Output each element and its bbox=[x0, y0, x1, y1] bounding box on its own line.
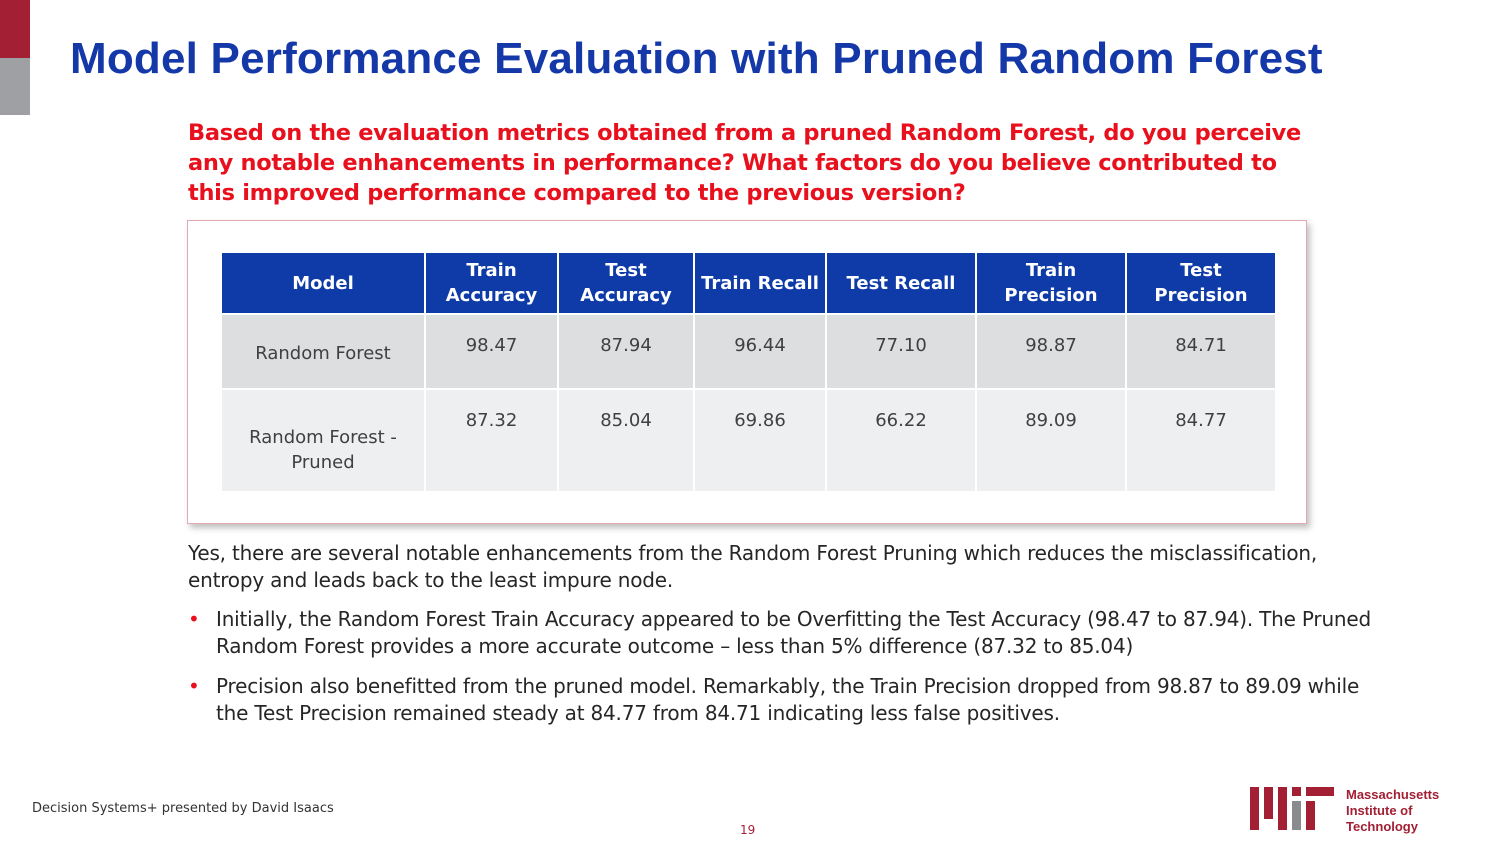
bullet-text: Initially, the Random Forest Train Accur… bbox=[216, 607, 1371, 658]
header-model: Model bbox=[222, 253, 424, 313]
cell-model: Random Forest - Pruned bbox=[222, 390, 424, 491]
cell-train-accuracy: 87.32 bbox=[426, 390, 557, 491]
accent-bar-red bbox=[0, 0, 30, 58]
question-text: Based on the evaluation metrics obtained… bbox=[188, 120, 1301, 206]
cell-train-recall: 96.44 bbox=[695, 315, 825, 388]
page-number: 19 bbox=[740, 823, 756, 837]
table-header-row: Model Train Accuracy Test Accuracy Train… bbox=[222, 253, 1275, 313]
cell-test-recall: 66.22 bbox=[827, 390, 975, 491]
cell-model: Random Forest bbox=[222, 315, 424, 388]
list-item: • Initially, the Random Forest Train Acc… bbox=[188, 606, 1388, 660]
accent-bar-gray bbox=[0, 58, 30, 115]
cell-train-precision: 89.09 bbox=[977, 390, 1125, 491]
bullet-icon: • bbox=[188, 674, 200, 698]
cell-test-recall: 77.10 bbox=[827, 315, 975, 388]
cell-train-recall: 69.86 bbox=[695, 390, 825, 491]
footer-credit: Decision Systems+ presented by David Isa… bbox=[32, 801, 334, 816]
metrics-table-card: Model Train Accuracy Test Accuracy Train… bbox=[187, 220, 1307, 524]
header-test-precision: Test Precision bbox=[1127, 253, 1275, 313]
header-test-recall: Test Recall bbox=[827, 253, 975, 313]
answer-section: Yes, there are several notable enhanceme… bbox=[188, 540, 1388, 740]
metrics-table: Model Train Accuracy Test Accuracy Train… bbox=[220, 251, 1277, 493]
mit-logo-text: Massachusetts Institute of Technology bbox=[1346, 787, 1440, 834]
table-row: Random Forest - Pruned 87.32 85.04 69.86… bbox=[222, 390, 1275, 491]
list-item: • Precision also benefitted from the pru… bbox=[188, 673, 1388, 727]
header-train-accuracy: Train Accuracy bbox=[426, 253, 557, 313]
cell-test-precision: 84.71 bbox=[1127, 315, 1275, 388]
cell-train-precision: 98.87 bbox=[977, 315, 1125, 388]
cell-test-precision: 84.77 bbox=[1127, 390, 1275, 491]
table-row: Random Forest 98.47 87.94 96.44 77.10 98… bbox=[222, 315, 1275, 388]
answer-bullet-list: • Initially, the Random Forest Train Acc… bbox=[188, 606, 1388, 727]
cell-train-accuracy: 98.47 bbox=[426, 315, 557, 388]
bullet-icon: • bbox=[188, 607, 200, 631]
bullet-text: Precision also benefitted from the prune… bbox=[216, 674, 1360, 725]
slide-title: Model Performance Evaluation with Pruned… bbox=[70, 34, 1323, 83]
answer-intro: Yes, there are several notable enhanceme… bbox=[188, 541, 1317, 592]
cell-test-accuracy: 87.94 bbox=[559, 315, 693, 388]
mit-logo-icon bbox=[1250, 787, 1334, 830]
cell-test-accuracy: 85.04 bbox=[559, 390, 693, 491]
header-train-recall: Train Recall bbox=[695, 253, 825, 313]
mit-logo: Massachusetts Institute of Technology bbox=[1250, 787, 1460, 834]
header-train-precision: Train Precision bbox=[977, 253, 1125, 313]
header-test-accuracy: Test Accuracy bbox=[559, 253, 693, 313]
